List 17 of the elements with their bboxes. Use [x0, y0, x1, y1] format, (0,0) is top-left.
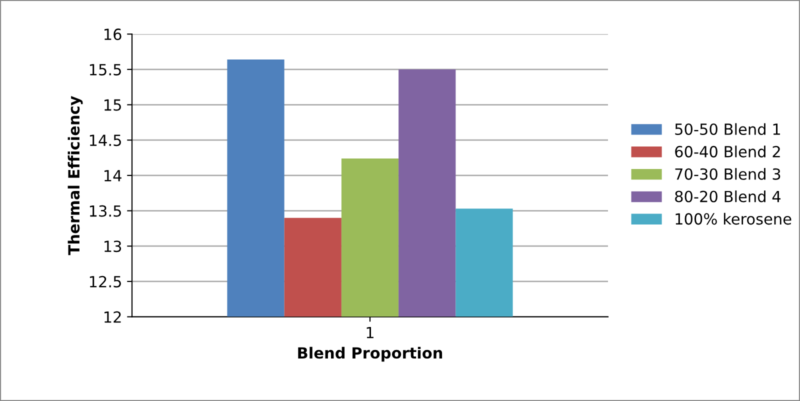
y-tick-label: 15	[104, 99, 121, 111]
legend-label: 60-40 Blend 2	[675, 146, 780, 158]
y-tick-label: 12.5	[90, 276, 121, 288]
y-tick-label: 14	[104, 170, 122, 182]
y-tick-label: 14.5	[90, 134, 121, 146]
legend-label: 70-30 Blend 3	[675, 168, 780, 180]
y-tick-label: 16	[104, 28, 122, 40]
x-axis-title: Blend Proportion	[298, 346, 442, 362]
x-tick-label: 1	[366, 326, 374, 338]
y-tick-label: 12	[104, 311, 121, 323]
legend-label: 80-20 Blend 4	[675, 190, 781, 202]
y-tick-label: 13	[104, 240, 122, 252]
y-tick-label: 15.5	[90, 64, 121, 76]
legend-label: 50-50 Blend 1	[675, 123, 780, 136]
y-tick-label: 13.5	[90, 205, 121, 217]
y-axis-title: Thermal Efficiency	[68, 96, 83, 256]
legend-label: 100% kerosene	[676, 212, 792, 225]
